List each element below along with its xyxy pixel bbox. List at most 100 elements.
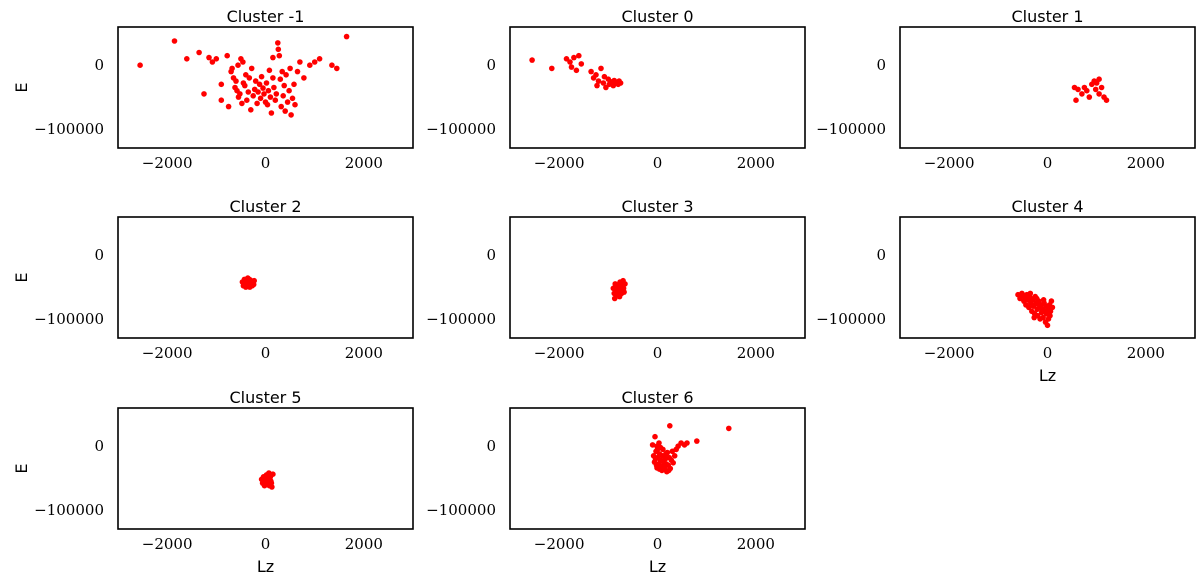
data-point	[272, 97, 279, 103]
data-point	[260, 478, 266, 485]
data-point	[254, 100, 260, 107]
panel-title: Cluster 1	[1011, 7, 1083, 26]
data-point	[256, 81, 263, 88]
data-point	[662, 462, 668, 469]
y-tick-label: −100000	[426, 120, 496, 138]
data-point	[264, 101, 271, 108]
point-layer	[137, 33, 350, 118]
data-point	[242, 82, 248, 89]
axes-frame	[117, 26, 414, 149]
data-point	[568, 64, 575, 70]
point-layer	[239, 275, 257, 290]
data-point	[233, 78, 239, 84]
data-point	[573, 67, 580, 74]
data-point	[251, 277, 257, 284]
data-point	[343, 33, 350, 40]
data-point	[670, 460, 676, 466]
data-point	[209, 59, 216, 65]
data-point	[288, 112, 294, 118]
data-point	[263, 80, 270, 86]
panel-title: Cluster -1	[227, 7, 305, 26]
x-tick-label: 0	[653, 154, 663, 172]
x-axis-label: Lz	[257, 557, 274, 576]
data-point	[1092, 86, 1099, 93]
data-point	[246, 75, 253, 81]
data-point	[273, 91, 280, 97]
y-tick-label: 0	[486, 246, 496, 264]
data-point	[1049, 304, 1056, 311]
y-tick-label: 0	[94, 246, 104, 264]
x-tick-label: 2000	[1127, 154, 1165, 172]
data-point	[1084, 87, 1090, 94]
panel-title: Cluster 4	[1011, 197, 1083, 216]
scatter-panel: Cluster 6 −2000 0 2000 0 −100000 Lz	[426, 388, 806, 576]
data-point	[1098, 84, 1105, 91]
data-point	[218, 97, 225, 103]
x-tick-label: 0	[1043, 344, 1053, 362]
y-axis-label: E	[12, 82, 31, 92]
data-point	[184, 56, 190, 62]
y-axis-label: E	[12, 272, 31, 282]
data-point	[663, 451, 669, 457]
data-point	[276, 52, 283, 59]
y-tick-label: 0	[94, 56, 104, 74]
data-point	[595, 78, 602, 84]
scatter-panel: Cluster -1 −2000 0 2000 0 −100000 E	[12, 7, 414, 172]
data-point	[284, 99, 291, 105]
data-point	[1026, 304, 1032, 311]
data-point	[218, 81, 225, 88]
y-tick-label: −100000	[816, 120, 886, 138]
data-point	[671, 453, 678, 459]
data-point	[268, 480, 275, 486]
data-point	[261, 91, 267, 97]
data-point	[571, 54, 577, 61]
data-point	[664, 468, 670, 475]
data-point	[270, 75, 276, 81]
axes-frame	[509, 216, 806, 339]
data-point	[265, 87, 272, 94]
point-layer	[649, 423, 732, 475]
scatter-panel: Cluster 0 −2000 0 2000 0 −100000	[426, 7, 806, 172]
data-point	[617, 80, 624, 86]
data-point	[329, 62, 335, 68]
data-point	[667, 423, 673, 429]
data-point	[301, 75, 307, 81]
x-tick-label: 2000	[1127, 344, 1165, 362]
data-point	[248, 65, 255, 72]
data-point	[660, 446, 666, 453]
data-point	[248, 107, 254, 113]
data-point	[283, 72, 289, 78]
data-point	[280, 93, 287, 99]
data-point	[237, 91, 243, 97]
y-tick-label: −100000	[34, 501, 104, 519]
axes-frame	[117, 216, 414, 339]
data-point	[196, 49, 202, 56]
data-point	[240, 59, 246, 65]
data-point	[206, 54, 212, 61]
data-point	[1075, 86, 1081, 93]
data-point	[291, 81, 297, 88]
data-point	[307, 62, 313, 68]
data-point	[594, 82, 600, 89]
y-tick-label: −100000	[34, 310, 104, 328]
data-point	[239, 100, 245, 107]
data-point	[600, 80, 607, 86]
data-point	[267, 94, 274, 100]
data-point	[1046, 309, 1052, 316]
data-point	[201, 91, 207, 97]
data-point	[294, 68, 301, 75]
data-point	[281, 82, 288, 89]
data-point	[1096, 76, 1102, 82]
data-point	[137, 62, 143, 68]
data-point	[257, 95, 264, 102]
data-point	[529, 57, 535, 63]
x-tick-label: −2000	[142, 535, 193, 553]
panel-title: Cluster 2	[229, 197, 301, 216]
data-point	[244, 97, 250, 103]
data-point	[622, 281, 628, 287]
data-point	[275, 40, 281, 46]
scatter-panel: Cluster 5 −2000 0 2000 0 −100000 Lz E	[12, 388, 414, 576]
data-point	[286, 87, 292, 94]
data-point	[311, 59, 318, 65]
